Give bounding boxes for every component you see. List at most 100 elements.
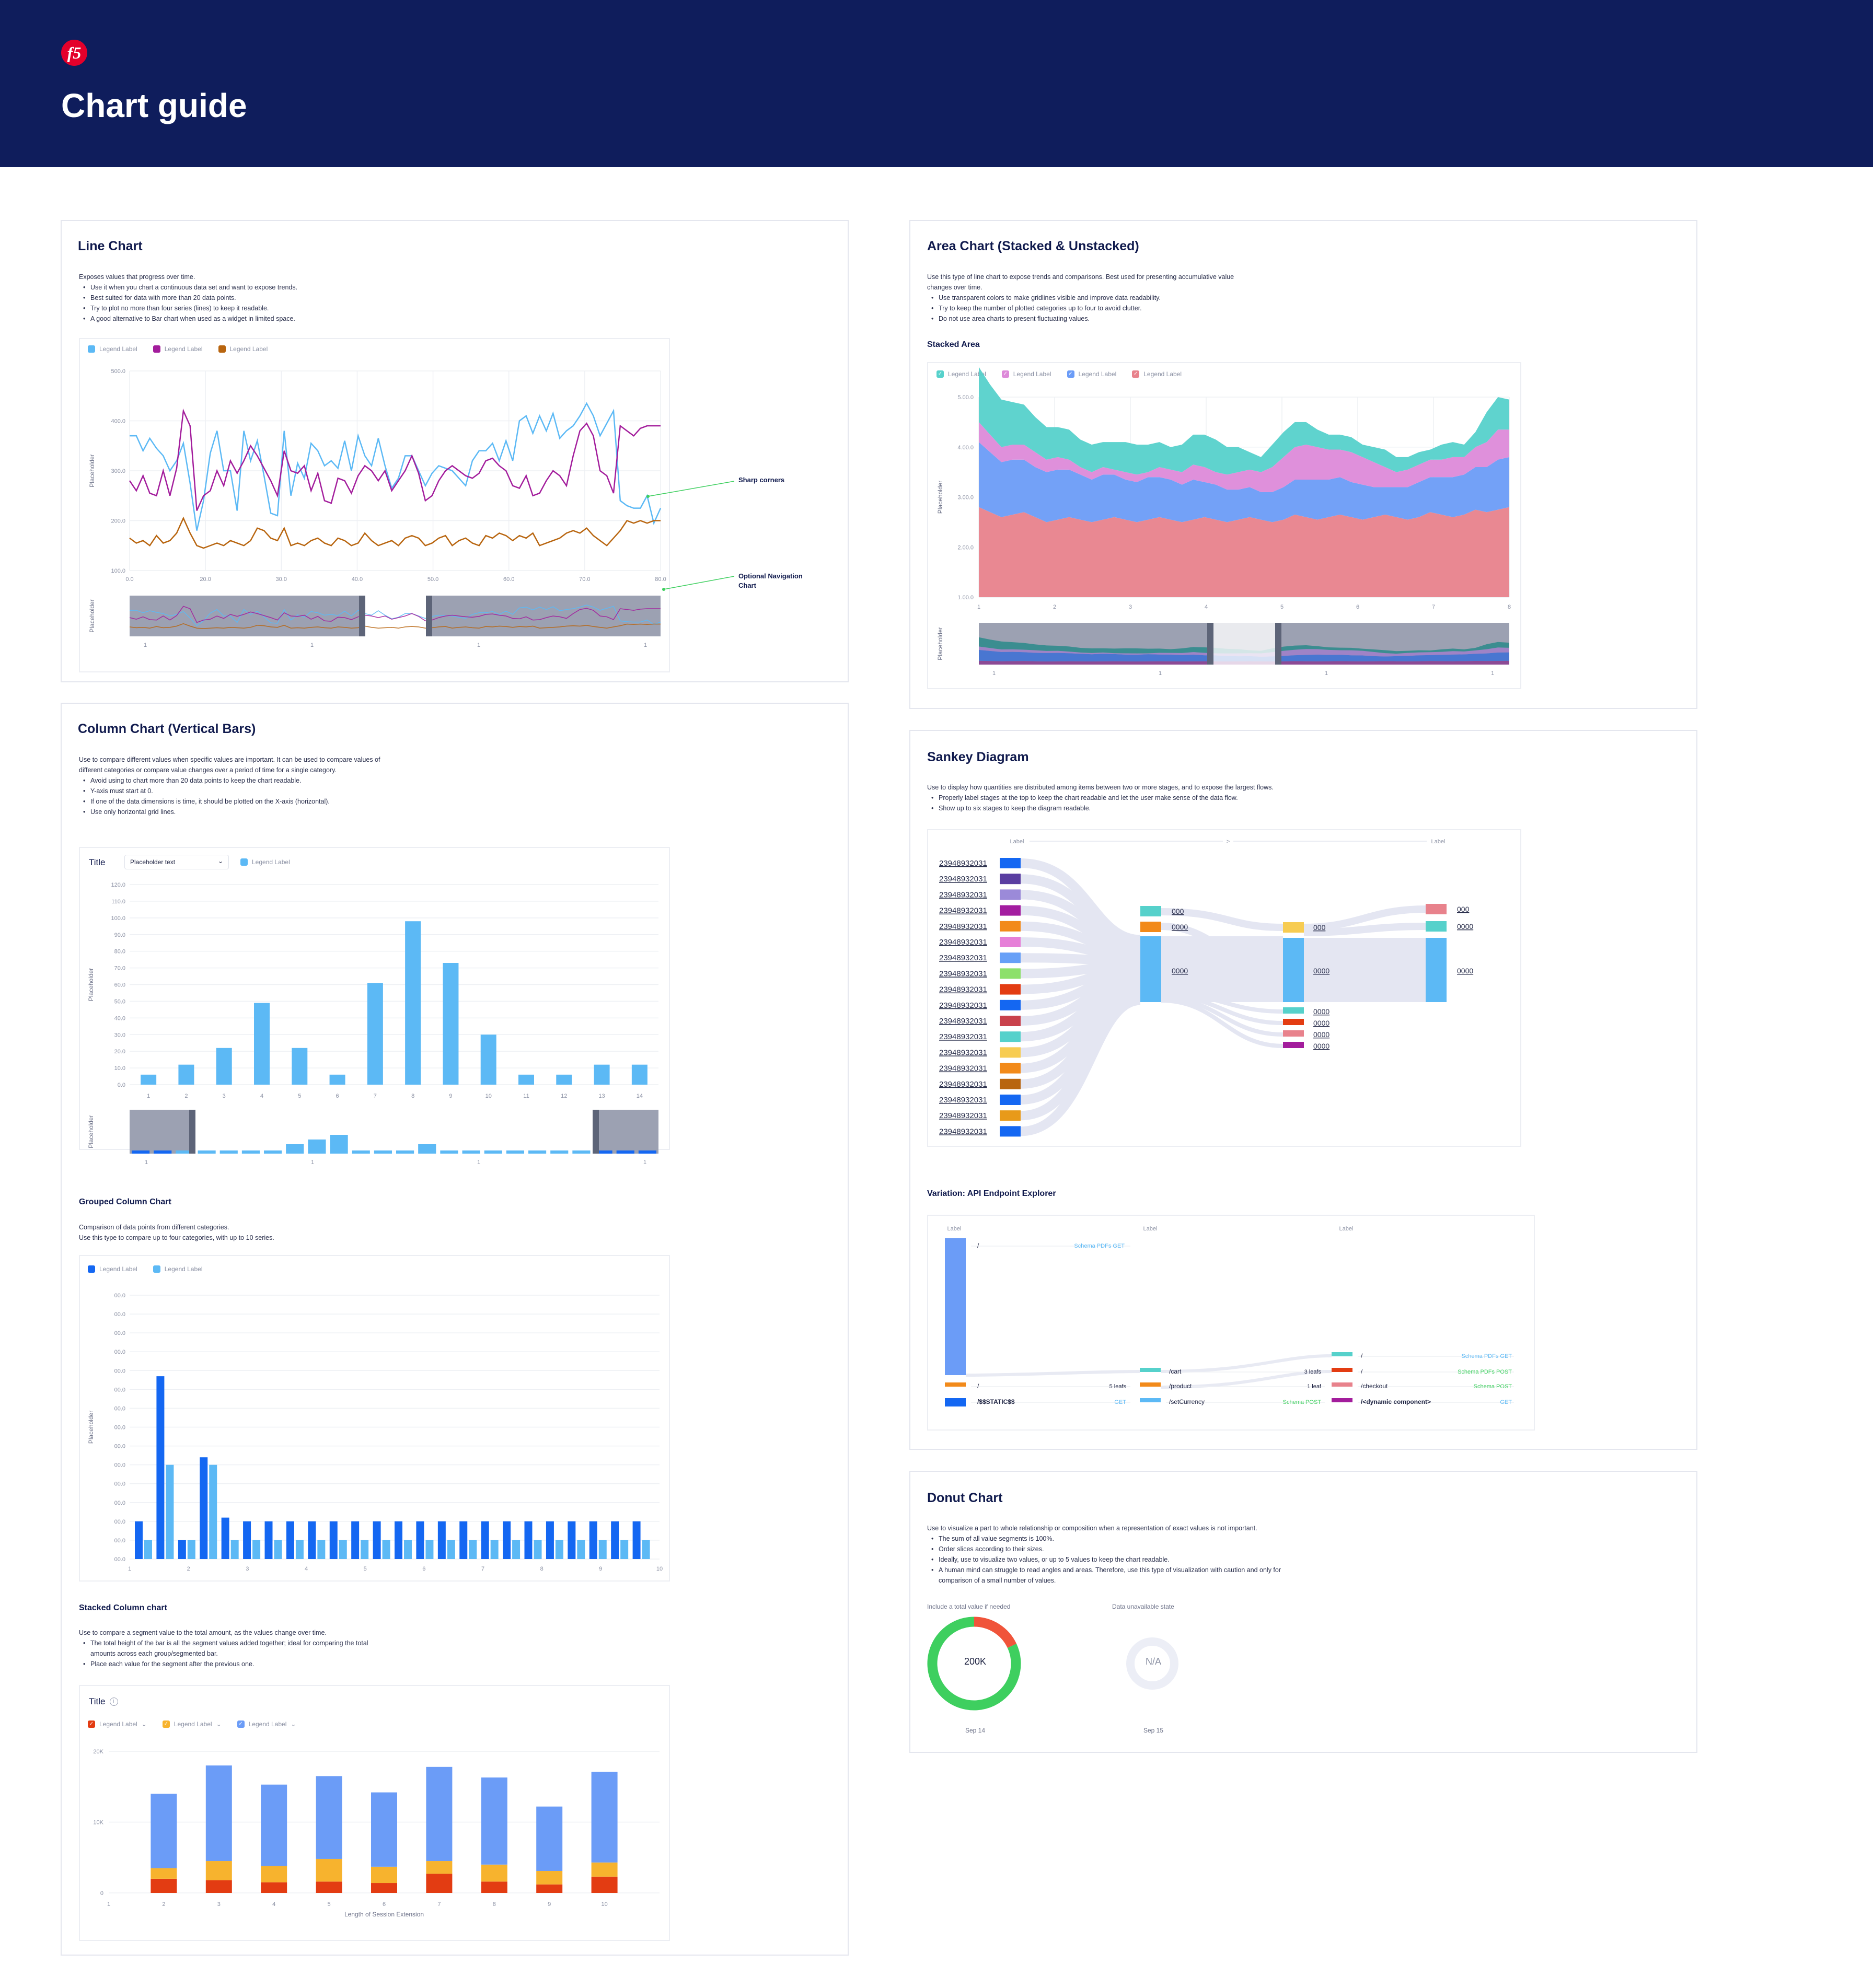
desc-bullet: Use only horizontal grid lines. bbox=[79, 807, 380, 817]
legend-item[interactable]: ✓ Legend Label ⌄ bbox=[237, 1720, 296, 1728]
stacked-chart-title-text: Title bbox=[89, 1696, 106, 1706]
legend-label: Legend Label bbox=[1078, 370, 1117, 378]
sharp-corners-annotation: Sharp corners bbox=[738, 476, 785, 484]
grouped-column-description: Comparison of data points from different… bbox=[79, 1222, 274, 1243]
legend-swatch bbox=[153, 1265, 160, 1273]
donut-date-2: Sep 15 bbox=[1143, 1727, 1164, 1734]
legend-item[interactable]: Legend Label bbox=[88, 1265, 137, 1273]
area-chart-frame bbox=[927, 362, 1521, 689]
select-value: Placeholder text bbox=[130, 858, 176, 866]
column-chart-select[interactable]: Placeholder text ⌄ bbox=[124, 855, 229, 869]
legend-label: Legend Label bbox=[248, 1720, 287, 1728]
legend-item[interactable]: ✓ Legend Label bbox=[1067, 370, 1117, 378]
legend-label: Legend Label bbox=[948, 370, 986, 378]
legend-item[interactable]: ✓ Legend Label ⌄ bbox=[162, 1720, 222, 1728]
legend-label: Legend Label bbox=[164, 345, 203, 353]
area-chart-legend: ✓ Legend Label ✓ Legend Label ✓ Legend Labe… bbox=[936, 370, 1182, 378]
info-icon[interactable]: i bbox=[109, 1698, 118, 1706]
line-chart-legend: Legend Label Legend Label Legend Label bbox=[88, 345, 268, 353]
legend-item[interactable]: ✓ Legend Label bbox=[1132, 370, 1182, 378]
sankey-description: Use to display how quantities are distri… bbox=[927, 782, 1274, 813]
desc-line: Use to compare a segment value to the to… bbox=[79, 1629, 327, 1636]
desc-bullet: Show up to six stages to keep the diagra… bbox=[927, 803, 1274, 813]
legend-item[interactable]: Legend Label bbox=[240, 858, 290, 866]
desc-line: Use to compare different values when spe… bbox=[79, 756, 380, 763]
legend-swatch bbox=[240, 858, 248, 866]
legend-swatch bbox=[153, 345, 160, 353]
legend-item[interactable]: Legend Label bbox=[153, 1265, 203, 1273]
desc-bullet: Best suited for data with more than 20 d… bbox=[79, 293, 297, 303]
desc-bullet: If one of the data dimensions is time, i… bbox=[79, 796, 380, 807]
checkbox-icon: ✓ bbox=[237, 1720, 245, 1728]
checkbox-icon: ✓ bbox=[936, 370, 944, 378]
desc-bullet: Try to keep the number of plotted catego… bbox=[927, 303, 1234, 313]
donut-label-total: Include a total value if needed bbox=[927, 1603, 1011, 1610]
legend-label: Legend Label bbox=[99, 345, 137, 353]
legend-item[interactable]: Legend Label bbox=[218, 345, 268, 353]
column-chart-description: Use to compare different values when spe… bbox=[79, 754, 380, 817]
desc-bullet: The sum of all value segments is 100%. bbox=[927, 1533, 1281, 1544]
donut-date-1: Sep 14 bbox=[965, 1727, 986, 1734]
navigation-annotation: Optional Navigation Chart bbox=[738, 572, 803, 589]
legend-item[interactable]: ✓ Legend Label bbox=[1001, 370, 1051, 378]
legend-item[interactable]: ✓ Legend Label bbox=[936, 370, 986, 378]
legend-item[interactable]: ✓ Legend Label ⌄ bbox=[88, 1720, 147, 1728]
desc-bullet: Try to plot no more than four series (li… bbox=[79, 303, 297, 313]
desc-bullet: Avoid using to chart more than 20 data p… bbox=[79, 775, 380, 786]
desc-bullet: Do not use area charts to present fluctu… bbox=[927, 313, 1234, 324]
legend-label: Legend Label bbox=[164, 1265, 203, 1273]
desc-bullet: The total height of the bar is all the s… bbox=[79, 1638, 368, 1648]
legend-item[interactable]: Legend Label bbox=[88, 345, 137, 353]
f5-logo: f5 bbox=[61, 40, 87, 66]
legend-swatch bbox=[88, 345, 95, 353]
chevron-down-icon: ⌄ bbox=[141, 1720, 147, 1728]
sankey-card: Sankey Diagram Use to display how quanti… bbox=[909, 730, 1697, 1450]
checkbox-icon: ✓ bbox=[1001, 370, 1009, 378]
legend-swatch bbox=[218, 345, 226, 353]
stacked-column-description: Use to compare a segment value to the to… bbox=[79, 1627, 368, 1669]
legend-label: Legend Label bbox=[99, 1265, 137, 1273]
legend-label: Legend Label bbox=[1143, 370, 1182, 378]
api-explorer-title: Variation: API Endpoint Explorer bbox=[927, 1189, 1056, 1198]
grouped-chart-frame bbox=[79, 1255, 670, 1582]
desc-line: comparison of a small number of values. bbox=[939, 1577, 1056, 1584]
api-explorer-frame bbox=[927, 1215, 1535, 1431]
area-chart-card: Area Chart (Stacked & Unstacked) Use thi… bbox=[909, 220, 1697, 709]
column-chart-frame bbox=[79, 847, 670, 1150]
desc-line: Exposes values that progress over time. bbox=[79, 273, 195, 281]
donut-card: Donut Chart Use to visualize a part to w… bbox=[909, 1471, 1697, 1753]
desc-line: amounts across each group/segmented bar. bbox=[90, 1650, 218, 1657]
desc-bullet: Ideally, use to visualize two values, or… bbox=[927, 1554, 1281, 1565]
legend-swatch bbox=[88, 1265, 95, 1273]
desc-bullet: Place each value for the segment after t… bbox=[79, 1659, 368, 1669]
donut-na-text: N/A bbox=[1145, 1656, 1161, 1667]
checkbox-icon: ✓ bbox=[88, 1720, 95, 1728]
page-title: Chart guide bbox=[61, 87, 247, 124]
checkbox-icon: ✓ bbox=[1132, 370, 1140, 378]
desc-bullet: A human mind can struggle to read angles… bbox=[927, 1565, 1281, 1575]
legend-item[interactable]: Legend Label bbox=[153, 345, 203, 353]
column-chart-legend: Legend Label bbox=[240, 858, 290, 866]
area-chart-title: Area Chart (Stacked & Unstacked) bbox=[927, 239, 1139, 253]
legend-label: Legend Label bbox=[99, 1720, 137, 1728]
chevron-down-icon: ⌄ bbox=[217, 857, 223, 865]
area-chart-description: Use this type of line chart to expose tr… bbox=[927, 272, 1234, 324]
sankey-frame bbox=[927, 829, 1521, 1147]
donut-title: Donut Chart bbox=[927, 1491, 1003, 1505]
desc-bullet: Use transparent colors to make gridlines… bbox=[927, 293, 1234, 303]
chevron-down-icon: ⌄ bbox=[216, 1720, 222, 1728]
stacked-column-title: Stacked Column chart bbox=[79, 1603, 167, 1612]
stacked-chart-legend: ✓ Legend Label ⌄ ✓ Legend Label ⌄ ✓ Legend La… bbox=[88, 1720, 296, 1728]
grouped-chart-legend: Legend Label Legend Label bbox=[88, 1265, 203, 1273]
stacked-area-subtitle: Stacked Area bbox=[927, 340, 980, 349]
donut-description: Use to visualize a part to whole relatio… bbox=[927, 1523, 1281, 1586]
checkbox-icon: ✓ bbox=[162, 1720, 170, 1728]
desc-line: Comparison of data points from different… bbox=[79, 1224, 229, 1231]
desc-line: different categories or compare value ch… bbox=[79, 766, 337, 774]
legend-label: Legend Label bbox=[174, 1720, 212, 1728]
page-header: f5 Chart guide bbox=[0, 0, 1873, 167]
checkbox-icon: ✓ bbox=[1067, 370, 1074, 378]
sankey-title: Sankey Diagram bbox=[927, 750, 1029, 764]
desc-line: Use this type of line chart to expose tr… bbox=[927, 273, 1234, 281]
line-chart-description: Exposes values that progress over time. … bbox=[79, 272, 297, 324]
